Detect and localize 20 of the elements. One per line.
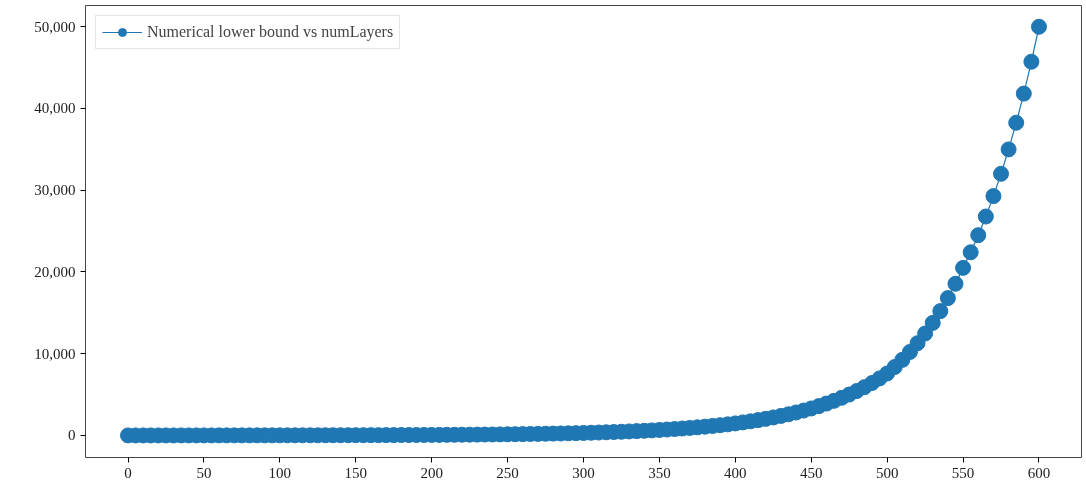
x-tick-label: 600 [1027,464,1051,481]
x-tick-label: 450 [799,464,823,481]
x-tick-label: 200 [420,464,443,481]
x-tick-label: 400 [724,464,747,481]
y-tick-label: 20,000 [34,263,76,280]
x-tick-label: 550 [951,464,975,481]
x-tick-label: 500 [875,464,899,481]
x-tick-label: 150 [344,464,368,481]
y-tick-label: 10,000 [34,345,76,362]
x-tick-label: 0 [124,464,132,481]
y-tick-label: 0 [68,427,76,444]
y-tick-label: 40,000 [34,100,76,117]
y-tick-label: 50,000 [34,18,76,35]
y-tick-label: 30,000 [34,182,76,199]
x-tick-label: 250 [496,464,519,481]
x-tick-label: 300 [572,464,595,481]
x-tick-label: 50 [196,464,212,481]
x-tick-label: 100 [268,464,292,481]
legend-label: Numerical lower bound vs numLayers [147,23,394,41]
x-tick-label: 350 [648,464,671,481]
